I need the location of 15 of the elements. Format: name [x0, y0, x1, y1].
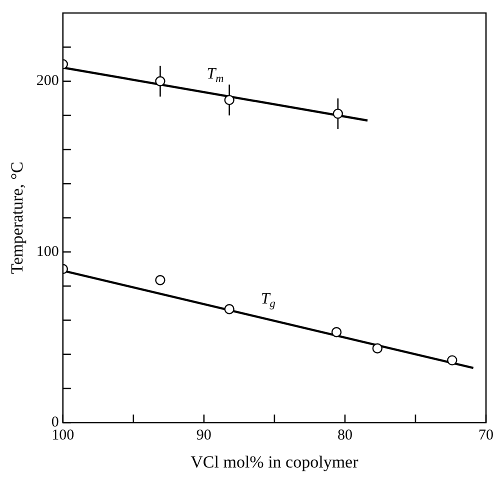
- point: [224, 304, 234, 314]
- point: [155, 76, 166, 86]
- x-tick-label: 70: [478, 428, 494, 444]
- point: [332, 108, 344, 119]
- point: [224, 94, 234, 106]
- x-tick-label: 80: [337, 428, 352, 444]
- x-axis-title: VCl mol% in copolymer: [190, 452, 359, 472]
- x-tick-label: 90: [196, 428, 212, 444]
- y-tick-label: 100: [36, 244, 59, 260]
- point: [331, 327, 342, 338]
- y-tick-label: 200: [36, 73, 59, 90]
- y-axis-title: Temperature, °C: [8, 162, 27, 274]
- point: [447, 355, 458, 366]
- point: [372, 343, 383, 354]
- point: [155, 274, 166, 286]
